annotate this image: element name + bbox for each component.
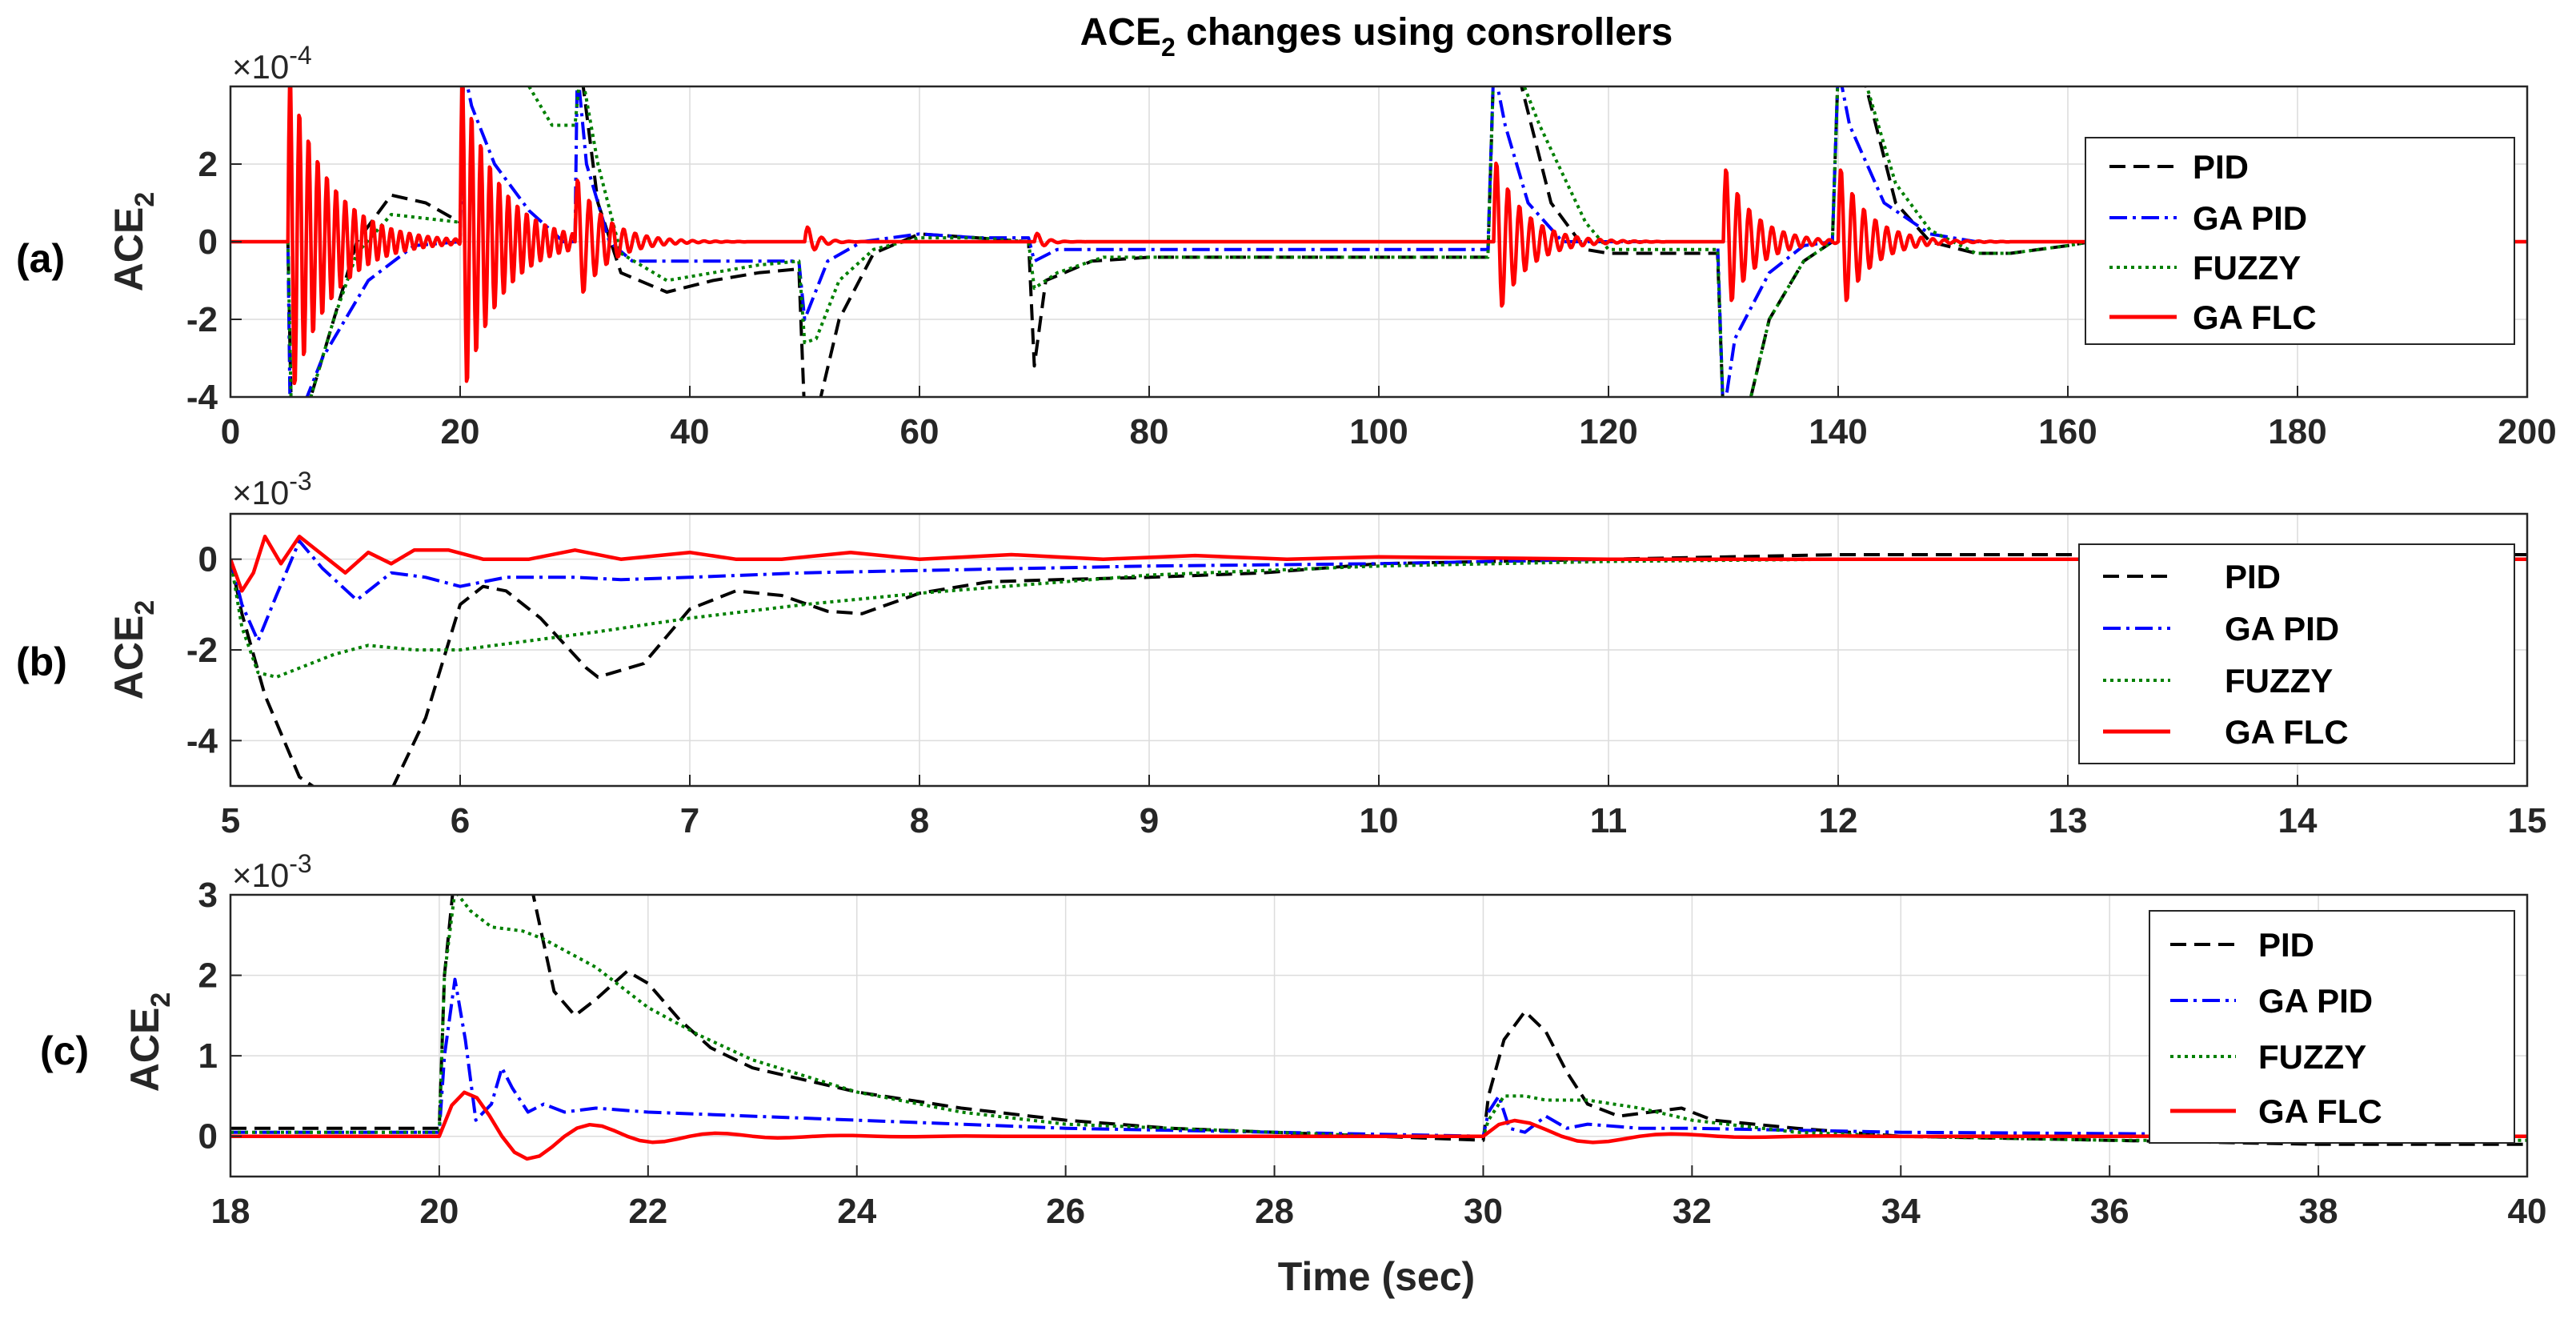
panel-c-xtick-label: 20	[419, 1192, 459, 1231]
panel-c-xtick-label: 32	[1673, 1192, 1712, 1231]
panel-b-legend: PID GA PID FUZZY GA FLC	[2078, 543, 2515, 764]
panel-a-series-ga-flc	[230, 86, 2527, 386]
panel-a-exponent: ×10-4	[232, 41, 312, 86]
panel-c-ticks: 18 20 22 24 26 28 30 32 34 36 38 40 0 1 2 3	[198, 876, 2547, 1231]
panel-c-xtick-label: 28	[1255, 1192, 1294, 1231]
legend-a-gapid-label: GA PID	[2193, 199, 2307, 237]
figure-title: ACE2 changes using consrollers	[1080, 11, 1673, 62]
panel-c-xtick-label: 38	[2299, 1192, 2338, 1231]
panel-a-legend: PID GA PID FUZZY GA FLC	[2085, 137, 2515, 345]
panel-a-xtick-label: 60	[900, 412, 939, 451]
panel-a-ylabel: ACE2	[106, 192, 160, 292]
panel-b-xtick-label: 5	[221, 801, 240, 840]
panel-c-exponent: ×10-3	[232, 849, 312, 894]
x-axis-label: Time (sec)	[1278, 1254, 1475, 1299]
legend-a-fuzzy-label: FUZZY	[2193, 249, 2301, 287]
legend-b-gapid-label: GA PID	[2225, 610, 2339, 647]
panel-a-series-ga-pid	[230, 86, 2068, 397]
panel-a-legend-box	[2085, 137, 2515, 345]
panel-c-xtick-label: 30	[1464, 1192, 1503, 1231]
panel-b-lines	[230, 535, 2527, 786]
panel-a-ytick-label: -2	[186, 300, 218, 339]
panel-b-series-ga-pid	[230, 539, 2527, 643]
legend-a-pid-label: PID	[2193, 148, 2249, 186]
panel-b-exponent: ×10-3	[232, 467, 312, 511]
panel-c-xtick-label: 36	[2090, 1192, 2129, 1231]
panel-a-xtick-label: 140	[1809, 412, 1867, 451]
panel-a-series-fuzzy	[230, 86, 2092, 397]
legend-c-gaflc-label: GA FLC	[2258, 1092, 2382, 1130]
panel-a-xtick-label: 80	[1130, 412, 1169, 451]
legend-c-gapid-label: GA PID	[2258, 982, 2373, 1020]
panel-c-ytick-label: 3	[198, 876, 218, 915]
panel-b-xtick-label: 9	[1140, 801, 1159, 840]
panel-b-series-fuzzy	[230, 557, 2527, 679]
panel-b-ytick-label: -4	[186, 721, 218, 760]
panel-a-xtick-label: 40	[671, 412, 710, 451]
panel-b-xtick-label: 15	[2508, 801, 2547, 840]
panel-a-xtick-label: 180	[2268, 412, 2326, 451]
legend-b-pid-label: PID	[2225, 558, 2281, 595]
panel-b: 5 6 7 8 9 10 11 12 13 14 15 -4 -2 0 (b) ACE2 ×10-3 PI…	[16, 467, 2546, 840]
panel-c-series-fuzzy	[230, 895, 2527, 1142]
panel-a-xtick-label: 100	[1349, 412, 1408, 451]
panel-c: 18 20 22 24 26 28 30 32 34 36 38 40 0 1 2 3 (c) ACE2 ×1…	[40, 849, 2546, 1231]
panel-b-xtick-label: 13	[2049, 801, 2088, 840]
panel-b-xtick-label: 11	[1590, 801, 1628, 840]
panel-c-ytick-label: 1	[198, 1036, 218, 1076]
panel-b-xtick-label: 10	[1360, 801, 1399, 840]
panel-a-ytick-label: 2	[198, 145, 218, 184]
panel-a-xtick-label: 160	[2038, 412, 2097, 451]
legend-b-fuzzy-label: FUZZY	[2225, 662, 2333, 700]
panel-b-xtick-label: 8	[910, 801, 929, 840]
panel-b-legend-box	[2078, 543, 2515, 764]
panel-c-xtick-label: 34	[1881, 1192, 1921, 1231]
panel-a-lines	[230, 86, 2527, 397]
legend-c-fuzzy-label: FUZZY	[2258, 1038, 2366, 1076]
panel-c-legend: PID GA PID FUZZY GA FLC	[2149, 910, 2515, 1144]
panel-b-label: (b)	[16, 639, 67, 684]
panel-b-xtick-label: 14	[2278, 801, 2318, 840]
legend-b-gaflc-label: GA FLC	[2225, 713, 2349, 751]
panel-c-series-ga-flc	[230, 1090, 2527, 1161]
panel-a-ticks: 0 20 40 60 80 100 120 140 160 180 200 -4 -2 0 2	[186, 145, 2557, 451]
panel-b-xtick-label: 6	[451, 801, 470, 840]
panel-a-xtick-label: 0	[221, 412, 240, 451]
legend-a-gaflc-label: GA FLC	[2193, 299, 2317, 336]
panel-a-xtick-label: 120	[1579, 412, 1637, 451]
panel-b-ticks: 5 6 7 8 9 10 11 12 13 14 15 -4 -2 0	[186, 540, 2547, 840]
panel-c-ylabel: ACE2	[122, 992, 176, 1092]
panel-c-lines	[230, 895, 2527, 1161]
panel-c-label: (c)	[40, 1028, 89, 1073]
panel-b-ytick-label: -2	[186, 631, 218, 670]
panel-c-xtick-label: 26	[1046, 1192, 1085, 1231]
panel-a-xtick-label: 20	[441, 412, 480, 451]
panel-a-xtick-label: 200	[2498, 412, 2556, 451]
panel-c-xtick-label: 24	[837, 1192, 876, 1231]
panel-b-xtick-label: 12	[1819, 801, 1858, 840]
panel-c-xtick-label: 18	[211, 1192, 250, 1231]
panel-b-xtick-label: 7	[680, 801, 699, 840]
panel-b-ytick-label: 0	[198, 540, 218, 579]
panel-c-series-ga-pid	[230, 977, 2527, 1138]
panel-c-legend-box	[2149, 910, 2515, 1144]
legend-c-pid-label: PID	[2258, 926, 2314, 964]
panel-b-ylabel: ACE2	[106, 600, 160, 700]
panel-b-series-ga-flc	[230, 535, 2527, 593]
panel-c-axes-box	[229, 893, 2529, 1178]
panel-c-xtick-label: 22	[628, 1192, 667, 1231]
panel-a-ytick-label: -4	[186, 378, 218, 417]
panel-a-ytick-label: 0	[198, 223, 218, 262]
panel-c-xtick-label: 40	[2508, 1192, 2547, 1231]
panel-a-label: (a)	[16, 236, 65, 281]
panel-a: 0 20 40 60 80 100 120 140 160 180 200 -4 -2 0 2 (a) AC…	[16, 41, 2557, 451]
panel-c-ytick-label: 2	[198, 956, 218, 996]
panel-c-ytick-label: 0	[198, 1117, 218, 1157]
